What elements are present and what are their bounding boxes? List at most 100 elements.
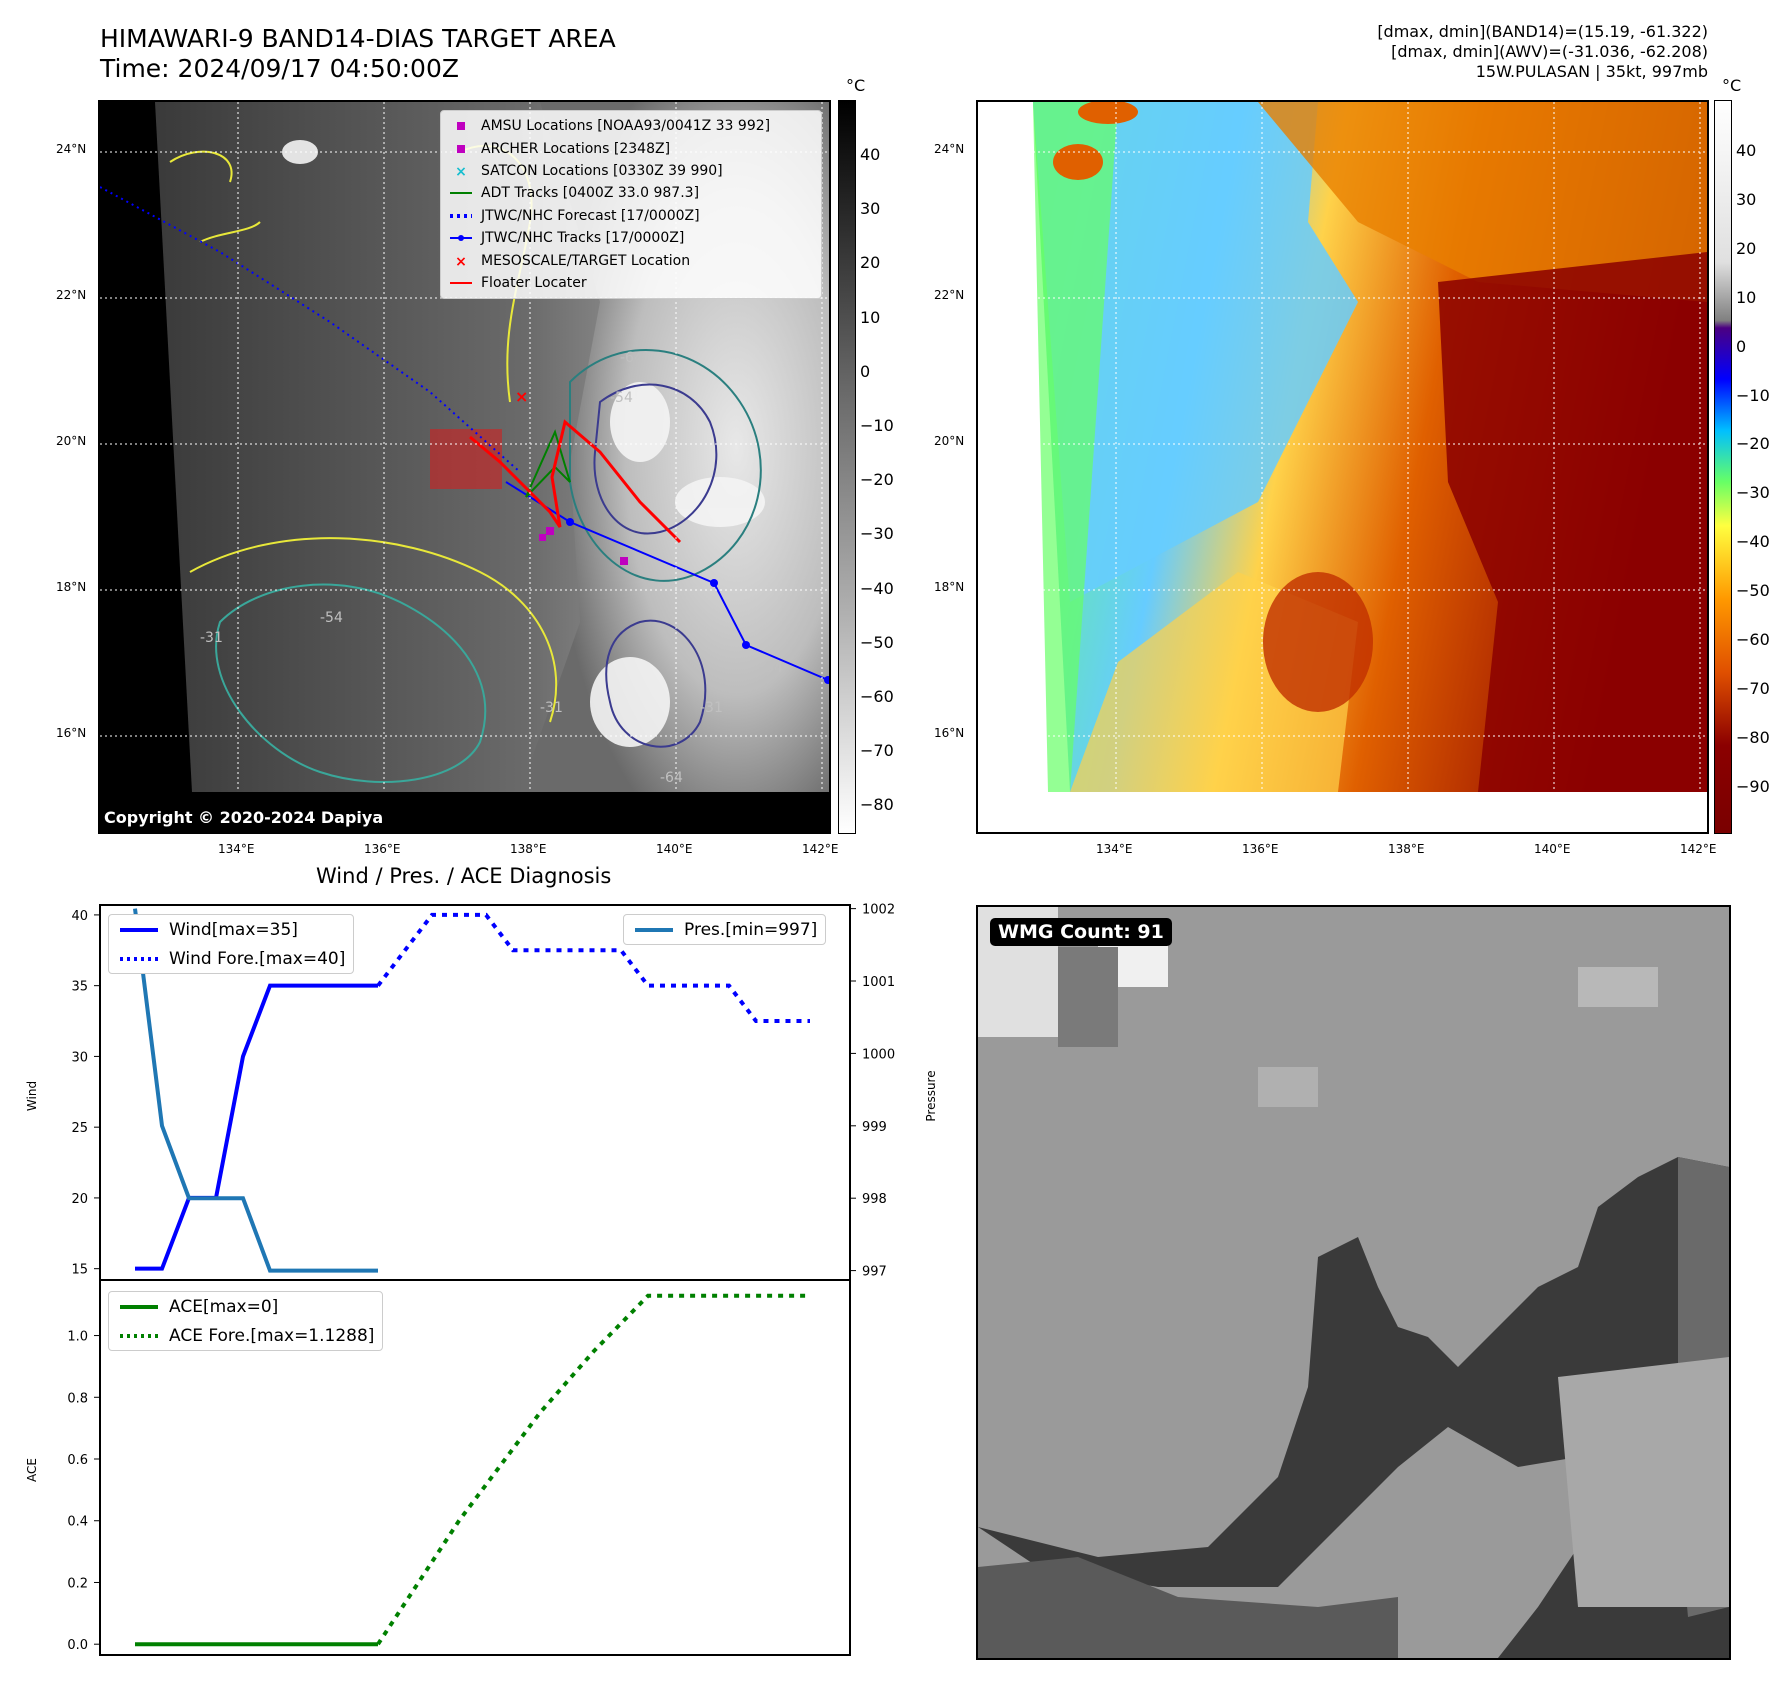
legend-item: Wind[max=35] <box>109 915 353 944</box>
colorbar-tick: 20 <box>1736 238 1757 258</box>
legend-symbol <box>450 192 472 195</box>
legend-label: ACE Fore.[max=1.1288] <box>169 1325 375 1346</box>
legend-item: AMSU Locations [NOAA93/0041Z 33 992] <box>441 115 821 137</box>
legend-item: × MESOSCALE/TARGET Location <box>441 249 821 271</box>
ace-tick-label: 0.2 <box>67 1576 88 1591</box>
colorbar-tick: 20 <box>860 253 881 273</box>
wind-tick-label: 25 <box>71 1121 88 1136</box>
legend-symbol <box>457 122 465 131</box>
pressure-tick-label: 998 <box>862 1192 887 1207</box>
colorbar-tick: −60 <box>1736 630 1770 649</box>
band14-satellite-map: × -31 -54 -64 -54 -31 -54 -64 -31 AMS <box>98 100 831 834</box>
copyright-text: Copyright © 2020-2024 Dapiya <box>104 808 384 827</box>
legend-symbol <box>120 956 158 961</box>
lat-label: 18°N <box>934 580 965 594</box>
ace-tick-label: 0.0 <box>67 1638 88 1653</box>
legend-symbol <box>120 1333 158 1338</box>
lon-label: 136°E <box>364 842 401 856</box>
legend-item: ACE Fore.[max=1.1288] <box>109 1321 382 1350</box>
left-colorbar-unit: °C <box>846 76 866 95</box>
lat-label: 18°N <box>56 580 87 594</box>
info-line-1: [dmax, dmin](BAND14)=(15.19, -61.322) <box>1377 22 1708 41</box>
legend-item: Pres.[min=997] <box>624 915 825 944</box>
colorbar-tick: −70 <box>860 741 894 761</box>
pressure-tick-label: 997 <box>862 1265 887 1280</box>
lon-label: 134°E <box>218 842 255 856</box>
legend-symbol <box>120 927 158 932</box>
legend-item: Wind Fore.[max=40] <box>109 944 353 973</box>
lon-label: 140°E <box>1534 842 1571 856</box>
lon-label: 136°E <box>1242 842 1279 856</box>
lat-label: 16°N <box>56 726 87 740</box>
legend-label: Wind[max=35] <box>169 919 298 940</box>
legend-label: ACE[max=0] <box>169 1296 279 1317</box>
colorbar-tick: 10 <box>1736 287 1757 307</box>
title-line-1: HIMAWARI-9 BAND14-DIAS TARGET AREA <box>100 24 616 53</box>
lon-label: 142°E <box>1680 842 1717 856</box>
diagnosis-chart: Wind Pressure ACE 15 20 25 30 35 40 997 998 999 1… <box>25 903 938 1656</box>
legend-symbol <box>450 235 472 242</box>
ace-legend: ACE[max=0] ACE Fore.[max=1.1288] <box>108 1291 384 1351</box>
pressure-tick-label: 999 <box>862 1120 887 1135</box>
ace-tick-label: 0.8 <box>67 1391 88 1406</box>
wmg-count-badge: WMG Count: 91 <box>990 918 1172 946</box>
wind-tick-label: 20 <box>71 1192 88 1207</box>
colorbar-tick: −70 <box>1736 678 1770 698</box>
legend-label: JTWC/NHC Forecast [17/0000Z] <box>481 207 700 224</box>
wind-tick-label: 15 <box>71 1263 88 1278</box>
wind-tick-label: 40 <box>71 909 88 924</box>
contour-label: -31 <box>700 700 723 716</box>
lon-label: 138°E <box>510 842 547 856</box>
lat-label: 22°N <box>56 288 87 302</box>
wind-tick-label: 30 <box>71 1050 88 1065</box>
svg-text:×: × <box>515 387 528 406</box>
title-line-2: Time: 2024/09/17 04:50:00Z <box>100 54 459 83</box>
lon-label: 140°E <box>656 842 693 856</box>
info-line-3: 15W.PULASAN | 35kt, 997mb <box>1475 62 1708 81</box>
lon-label: 134°E <box>1096 842 1133 856</box>
pressure-tick-label: 1000 <box>862 1047 895 1062</box>
colorbar-tick: 40 <box>860 145 881 164</box>
contour-label: -54 <box>760 660 783 676</box>
colorbar-tick: −80 <box>860 795 894 815</box>
colorbar-tick: 40 <box>1736 141 1757 160</box>
legend-item: Floater Locater <box>441 272 821 294</box>
colorbar-tick: −40 <box>1736 532 1770 552</box>
legend-label: JTWC/NHC Tracks [17/0000Z] <box>481 230 685 247</box>
lat-label: 22°N <box>934 288 965 302</box>
wind-axis-label: Wind <box>25 1081 39 1111</box>
wind-legend: Wind[max=35] Wind Fore.[max=40] <box>108 914 355 974</box>
legend-symbol <box>635 927 673 932</box>
wind-forecast-line <box>376 912 810 1024</box>
contour-label: -31 <box>540 700 563 716</box>
pressure-axis-label: Pressure <box>924 1070 938 1121</box>
legend-label: AMSU Locations [NOAA93/0041Z 33 992] <box>481 118 771 135</box>
colorbar-tick: 0 <box>860 361 871 381</box>
legend-item: ADT Tracks [0400Z 33.0 987.3] <box>441 182 821 204</box>
colorbar-tick: −10 <box>1736 385 1770 405</box>
lat-label: 20°N <box>934 434 965 448</box>
storm-info: [dmax, dmin](BAND14)=(15.19, -61.322) [d… <box>1377 22 1708 82</box>
legend-symbol <box>450 213 472 218</box>
colorbar-tick: −90 <box>1736 776 1770 796</box>
legend-item: ACE[max=0] <box>109 1292 382 1321</box>
legend-label: MESOSCALE/TARGET Location <box>481 252 691 269</box>
colorbar-tick: −50 <box>860 632 894 652</box>
pressure-tick-label: 1002 <box>862 903 895 918</box>
legend-label: ARCHER Locations [2348Z] <box>481 140 671 157</box>
wind-tick-label: 35 <box>71 980 88 995</box>
legend-label: SATCON Locations [0330Z 39 990] <box>481 162 723 179</box>
legend-label: Floater Locater <box>481 274 587 291</box>
ace-axis-label: ACE <box>25 1458 39 1482</box>
colorbar-tick: −80 <box>1736 727 1770 747</box>
ace-tick-label: 0.4 <box>67 1515 88 1530</box>
right-colorbar-unit: °C <box>1722 76 1742 95</box>
colorbar-tick: −30 <box>1736 483 1770 503</box>
lat-label: 20°N <box>56 434 87 448</box>
colorbar-tick: 10 <box>860 307 881 327</box>
svg-text:×: × <box>455 164 467 178</box>
diagnosis-title: Wind / Pres. / ACE Diagnosis <box>316 864 612 888</box>
wmg-panel <box>976 905 1731 1660</box>
ace-tick-label: 1.0 <box>67 1330 88 1345</box>
left-colorbar <box>838 100 856 834</box>
